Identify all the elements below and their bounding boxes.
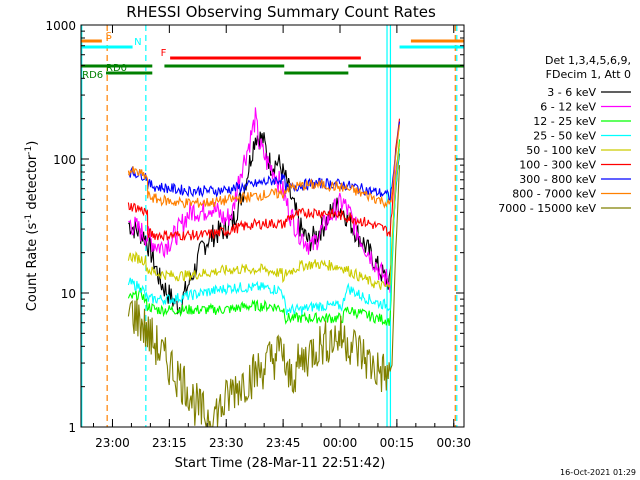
legend-header-1: Det 1,3,4,5,6,9, — [545, 54, 631, 67]
series-line-5 — [127, 118, 401, 242]
y-axis-label: Count Rate (s-1 detector-1) — [24, 141, 40, 312]
x-tick-label-2: 23:30 — [209, 436, 244, 450]
status-bar-label-s: S — [106, 31, 112, 42]
series-layer — [127, 107, 401, 427]
status-bar-label-f: F — [161, 48, 167, 59]
x-tick-label-0: 23:00 — [95, 436, 130, 450]
legend-label-5: 100 - 300 keV — [519, 159, 596, 172]
chart-title: RHESSI Observing Summary Count Rates — [126, 3, 436, 21]
status-bar-label-n: N — [134, 37, 141, 48]
legend-label-1: 6 - 12 keV — [540, 101, 596, 114]
y-tick-label-3: 1000 — [45, 19, 76, 33]
legend-label-2: 12 - 25 keV — [533, 115, 596, 128]
y-axis-ticks: 1 10 100 1000 — [45, 19, 464, 435]
legend-label-6: 300 - 800 keV — [519, 173, 596, 186]
legend-label-3: 25 - 50 keV — [533, 130, 596, 143]
series-line-7 — [127, 124, 401, 209]
plot-frame — [80, 24, 465, 428]
series-line-6 — [128, 121, 401, 202]
y-tick-label-1: 10 — [61, 287, 76, 301]
series-line-4 — [127, 143, 401, 290]
status-bar-label-rd0: RD0 — [106, 63, 127, 74]
legend-header-2: FDecim 1, Att 0 — [546, 68, 631, 81]
footer-timestamp: 16-Oct-2021 01:29 — [560, 468, 636, 477]
x-axis-label: Start Time (28-Mar-11 22:51:42) — [175, 456, 386, 471]
vertical-lines — [81, 25, 458, 427]
series-line-3 — [127, 148, 401, 316]
x-tick-label-3: 23:45 — [266, 436, 301, 450]
x-axis-ticks: 23:00 23:15 23:30 23:45 00:00 00:15 00:30 — [93, 25, 471, 450]
x-tick-label-5: 00:15 — [380, 436, 415, 450]
x-tick-label-6: 00:30 — [436, 436, 471, 450]
legend-label-7: 800 - 7000 keV — [512, 188, 596, 201]
x-tick-label-1: 23:15 — [152, 436, 187, 450]
status-bar-label-rd6: RD6 — [82, 70, 103, 81]
series-line-1 — [128, 107, 401, 293]
legend-label-8: 7000 - 15000 keV — [498, 202, 596, 215]
series-line-8 — [127, 165, 401, 427]
legend-label-4: 50 - 100 keV — [526, 144, 596, 157]
legend-label-0: 3 - 6 keV — [547, 86, 596, 99]
series-line-2 — [127, 139, 401, 326]
x-tick-label-4: 00:00 — [323, 436, 358, 450]
y-tick-label-0: 1 — [68, 421, 76, 435]
y-tick-label-2: 100 — [53, 153, 76, 167]
